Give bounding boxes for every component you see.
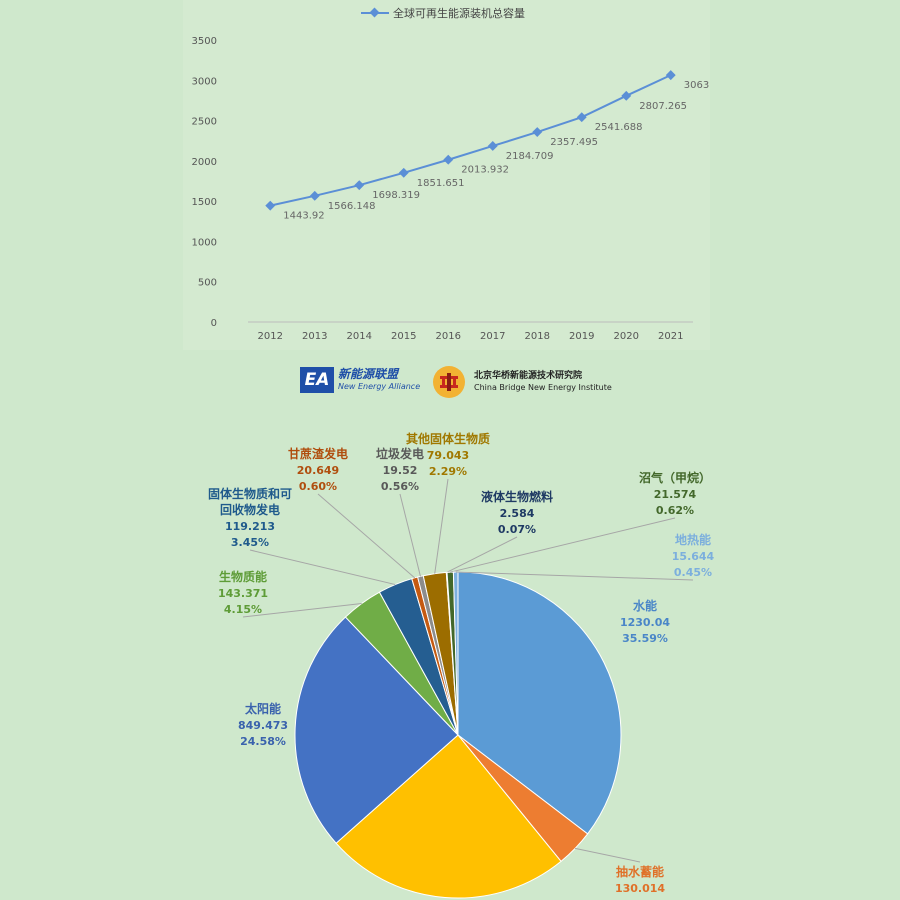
- china-bridge-emblem-icon: [433, 366, 465, 398]
- slice-percent-label: 0.56%: [381, 480, 419, 493]
- data-label: 1851.651: [417, 178, 465, 189]
- data-label: 3063.926: [684, 80, 710, 91]
- slice-name-label: 垃圾发电: [376, 446, 424, 461]
- x-tick-label: 2021: [658, 331, 683, 342]
- slice-value-label: 849.473: [238, 719, 288, 732]
- legend: 全球可再生能源装机总容量: [361, 6, 525, 20]
- leader-line: [249, 549, 396, 586]
- slice-value-label: 20.649: [297, 464, 339, 477]
- y-tick-label: 1500: [192, 197, 217, 208]
- y-tick-label: 0: [211, 318, 217, 329]
- pie-slice: [335, 734, 562, 899]
- slice-name-label: 生物质能: [219, 569, 267, 584]
- slice-name-label: 固体生物质和可: [208, 486, 292, 501]
- slice-name-label: 地热能: [675, 532, 711, 547]
- legend-label: 全球可再生能源装机总容量: [393, 6, 525, 20]
- logo-strip: EA 新能源联盟 New Energy Alliance 北京华桥新能源技术研究…: [0, 355, 900, 405]
- x-tick-label: 2018: [525, 331, 550, 342]
- x-tick-label: 2020: [614, 331, 639, 342]
- slice-value-label: 119.213: [225, 520, 275, 533]
- slice-name-label: 其他固体生物质: [406, 431, 490, 446]
- data-label: 1698.319: [372, 190, 420, 201]
- legend-marker: [369, 7, 380, 18]
- slice-percent-label: 0.60%: [299, 480, 337, 493]
- slice-name-label: 甘蔗渣发电: [288, 446, 348, 461]
- slice-name-label: 液体生物燃料: [481, 489, 553, 504]
- leader-line: [434, 478, 449, 574]
- line-chart-panel: 全球可再生能源装机总容量 0 500 1000 1500 2000 2500 3000 3500…: [183, 0, 732, 350]
- slice-value-label: 19.52: [383, 464, 418, 477]
- pie-slice: [457, 571, 622, 835]
- leader-line: [455, 571, 694, 581]
- slice-percent-label: 0.62%: [656, 504, 694, 517]
- x-tick-label: 2016: [436, 331, 461, 342]
- slice-percent-label: 4.15%: [224, 603, 262, 616]
- line-chart: 全球可再生能源装机总容量 0 500 1000 1500 2000 2500 3000 3500…: [192, 6, 732, 342]
- slice-name-label: 回收物发电: [220, 502, 280, 517]
- slice-percent-label: 35.59%: [622, 632, 668, 645]
- slice-percent-label: 2.29%: [429, 465, 467, 478]
- data-label: 2541.688: [595, 122, 643, 133]
- slice-value-label: 1230.04: [620, 616, 670, 629]
- pie-chart: 水能 1230.04 35.59% 抽水蓄能 130.014 太阳能 849.473 24.5…: [208, 431, 715, 899]
- leader-line: [574, 847, 641, 863]
- x-tick-label: 2013: [302, 331, 327, 342]
- y-tick-label: 2000: [192, 157, 217, 168]
- ea-logo-mark: EA: [300, 367, 334, 393]
- data-point: [487, 141, 498, 151]
- data-point: [576, 112, 587, 123]
- leader-line: [317, 493, 416, 579]
- slice-value-label: 15.644: [672, 550, 715, 563]
- data-point: [354, 180, 365, 191]
- data-label: 2357.495: [550, 137, 598, 148]
- slice-value-label: 130.014: [615, 882, 665, 895]
- slice-name-label: 太阳能: [245, 701, 281, 716]
- pie-slice: [294, 616, 459, 844]
- data-label: 1443.92: [283, 211, 324, 222]
- slice-name-label: 水能: [633, 598, 657, 613]
- data-point: [621, 90, 632, 101]
- y-tick-label: 3500: [192, 36, 217, 47]
- slice-percent-label: 0.45%: [674, 566, 712, 579]
- slice-percent-label: 24.58%: [240, 735, 286, 748]
- leader-line: [450, 517, 676, 573]
- new-energy-alliance-logo: EA 新能源联盟 New Energy Alliance: [300, 365, 420, 399]
- x-tick-label: 2012: [258, 331, 283, 342]
- slice-value-label: 79.043: [427, 449, 469, 462]
- slice-name-label: 沼气（甲烷）: [639, 470, 711, 485]
- leader-line: [399, 493, 421, 577]
- china-bridge-institute-logo: 北京华桥新能源技术研究院 China Bridge New Energy Ins…: [432, 365, 612, 399]
- leader-line: [446, 536, 518, 573]
- slice-value-label: 21.574: [654, 488, 697, 501]
- y-tick-label: 2500: [192, 117, 217, 128]
- data-point: [665, 70, 676, 81]
- series-line: [270, 74, 672, 207]
- x-tick-label: 2019: [569, 331, 594, 342]
- cb-logo-english-name: China Bridge New Energy Institute: [474, 383, 612, 392]
- slice-percent-label: 3.45%: [231, 536, 269, 549]
- cb-logo-chinese-name: 北京华桥新能源技术研究院: [474, 371, 583, 381]
- data-label: 2807.265: [639, 101, 687, 112]
- data-point: [309, 190, 320, 201]
- ea-logo-english-name: New Energy Alliance: [338, 382, 421, 391]
- x-tick-label: 2017: [480, 331, 505, 342]
- y-tick-label: 1000: [192, 237, 217, 248]
- slice-value-label: 2.584: [500, 507, 535, 520]
- data-label: 1566.148: [328, 201, 376, 212]
- x-tick-label: 2014: [347, 331, 372, 342]
- data-point: [398, 167, 409, 178]
- slice-percent-label: 0.07%: [498, 523, 536, 536]
- data-label: 2184.709: [506, 151, 554, 162]
- data-point: [265, 200, 276, 211]
- data-label: 2013.932: [461, 165, 509, 176]
- y-tick-label: 3000: [192, 76, 217, 87]
- x-tick-label: 2015: [391, 331, 416, 342]
- data-point: [532, 127, 543, 138]
- data-point: [443, 154, 454, 165]
- y-tick-label: 500: [198, 278, 217, 289]
- slice-name-label: 抽水蓄能: [616, 864, 664, 879]
- slice-value-label: 143.371: [218, 587, 268, 600]
- ea-logo-chinese-name: 新能源联盟: [338, 367, 399, 381]
- leader-line: [242, 603, 362, 618]
